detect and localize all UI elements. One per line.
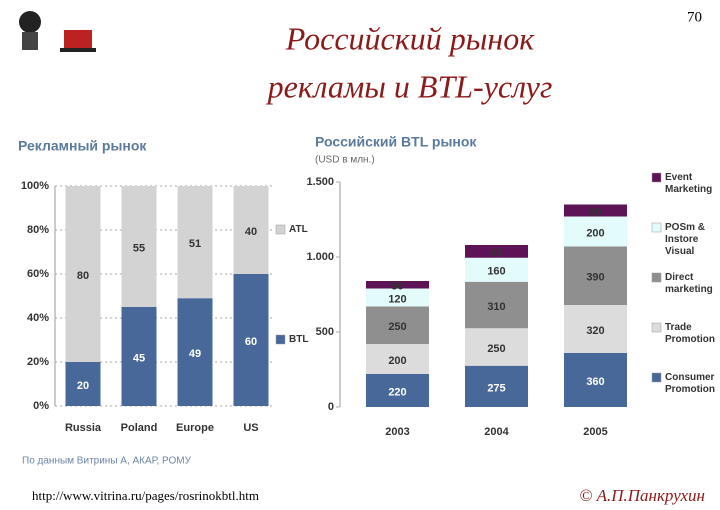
bar-segment [233,186,269,274]
bar-segment [233,274,269,406]
bar-segment [564,246,627,305]
data-label: 80 [589,206,601,218]
y-tick-label: 100% [21,180,49,192]
data-label: 50 [391,281,403,293]
bar-segment [177,298,213,406]
bar-segment [465,328,528,366]
x-tick-label: 2003 [385,426,409,438]
legend-swatch [651,222,662,233]
page-number: 70 [687,9,702,25]
y-tick-label: 500 [316,326,334,338]
legend-label: ATL [289,224,308,235]
y-tick-label: 0% [33,400,49,412]
x-tick-label: Russia [65,422,102,434]
slide-title: Российский рынок [285,20,536,56]
x-tick-label: 2004 [484,426,509,438]
bar-segment [564,216,627,247]
data-label: 45 [133,352,145,364]
data-label: 49 [189,348,201,360]
legend-label: Consumer Promotion [665,372,715,395]
bar-segment [177,186,213,299]
bar-segment [465,365,528,407]
bar-segment [564,204,627,217]
legend-label: BTL [289,334,309,345]
legend-swatch [651,172,662,183]
data-label: 200 [586,227,604,239]
bar-segment [465,257,528,282]
chart-subtitle: (USD в млн.) [315,155,375,166]
legend-swatch [651,272,662,283]
legend-label: Trade Promotion [665,322,715,345]
chart-title: Рекламный рынок [18,138,147,154]
x-tick-label: Poland [121,422,158,434]
data-label: 360 [586,376,604,388]
bar-segment [366,306,429,344]
bar-segment [465,281,528,329]
data-label: 390 [586,272,604,284]
bar-segment [564,305,627,353]
data-label: 250 [388,321,406,333]
x-tick-label: US [243,422,258,434]
legend-label: Direct marketing [665,272,713,295]
slide-title: рекламы и BTL-услуг [266,68,553,104]
legend-label: Event Marketing [665,172,713,195]
x-tick-label: 2005 [583,426,607,438]
x-tick-label: Europe [176,422,214,434]
y-tick-label: 0 [328,401,334,413]
bar-segment [121,186,157,307]
y-tick-label: 80% [27,224,49,236]
source-note: По данным Витрины А, АКАР, РОМУ [22,456,192,467]
bar-segment [465,245,528,258]
data-label: 60 [245,336,257,348]
bar-segment [564,353,627,407]
data-label: 200 [388,355,406,367]
data-label: 220 [388,386,406,398]
legend-swatch [275,224,286,235]
legend-swatch [651,372,662,383]
bar-segment [65,362,101,406]
y-tick-label: 40% [27,312,49,324]
legend-swatch [651,322,662,333]
data-label: 40 [245,226,257,238]
data-label: 85 [490,247,502,259]
bar-segment [366,374,429,407]
data-label: 310 [487,301,505,313]
bar-segment [366,344,429,374]
data-label: 120 [388,293,406,305]
legend-label: POSm & Instore Visual [665,222,706,257]
bar-segment [366,281,429,289]
y-tick-label: 1.000 [306,251,334,263]
y-tick-label: 60% [27,268,49,280]
logo [19,11,96,52]
bar-segment [121,307,157,406]
data-label: 250 [487,343,505,355]
data-label: 160 [487,266,505,278]
url: http://www.vitrina.ru/pages/rosrinokbtl.… [32,488,259,503]
data-label: 320 [586,325,604,337]
data-label: 55 [133,242,145,254]
data-label: 275 [487,382,505,394]
y-tick-label: 1.500 [306,176,334,188]
data-label: 80 [77,270,89,282]
data-label: 51 [189,238,201,250]
bar-segment [366,288,429,307]
chart-title: Российский BTL рынок [315,134,477,150]
y-tick-label: 20% [27,356,49,368]
copyright: © А.П.Панкрухин [579,486,705,505]
bar-segment [65,186,101,362]
data-label: 20 [77,380,89,392]
legend-swatch [275,334,286,345]
